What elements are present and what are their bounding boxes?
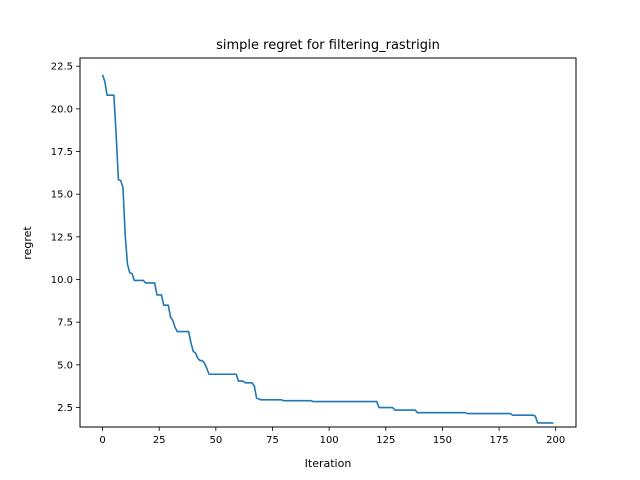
plot-area xyxy=(80,58,576,427)
x-tick-label: 175 xyxy=(490,435,509,446)
y-tick-label: 12.5 xyxy=(51,232,73,243)
x-tick-label: 50 xyxy=(209,435,222,446)
y-tick-label: 15.0 xyxy=(51,190,73,201)
x-tick-label: 25 xyxy=(153,435,166,446)
x-axis-label: Iteration xyxy=(305,457,352,470)
x-tick-label: 200 xyxy=(546,435,565,446)
y-tick-label: 17.5 xyxy=(51,147,73,158)
chart-title: simple regret for filtering_rastrigin xyxy=(216,38,440,53)
regret-series-line xyxy=(101,74,554,424)
x-tick-label: 0 xyxy=(99,435,105,446)
x-tick-label: 75 xyxy=(266,435,279,446)
y-tick-label: 7.5 xyxy=(57,318,73,329)
x-tick-label: 150 xyxy=(433,435,452,446)
series-lines xyxy=(101,74,554,424)
y-tick-label: 22.5 xyxy=(51,62,73,73)
y-tick-label: 10.0 xyxy=(51,275,73,286)
axes-background xyxy=(80,58,576,427)
y-tick-label: 2.5 xyxy=(57,403,73,414)
y-axis-label: regret xyxy=(21,226,34,260)
x-tick-label: 100 xyxy=(320,435,339,446)
x-tick-label: 125 xyxy=(376,435,395,446)
y-axis-ticks: 2.5 5.0 7.5 10.0 12.5 15.0 17.5 20.0 22.5 xyxy=(51,62,80,414)
x-axis-ticks: 0 25 50 75 100 125 150 175 200 xyxy=(99,427,565,446)
y-tick-label: 20.0 xyxy=(51,104,73,115)
axes-frame xyxy=(79,57,577,428)
y-tick-label: 5.0 xyxy=(57,360,73,371)
